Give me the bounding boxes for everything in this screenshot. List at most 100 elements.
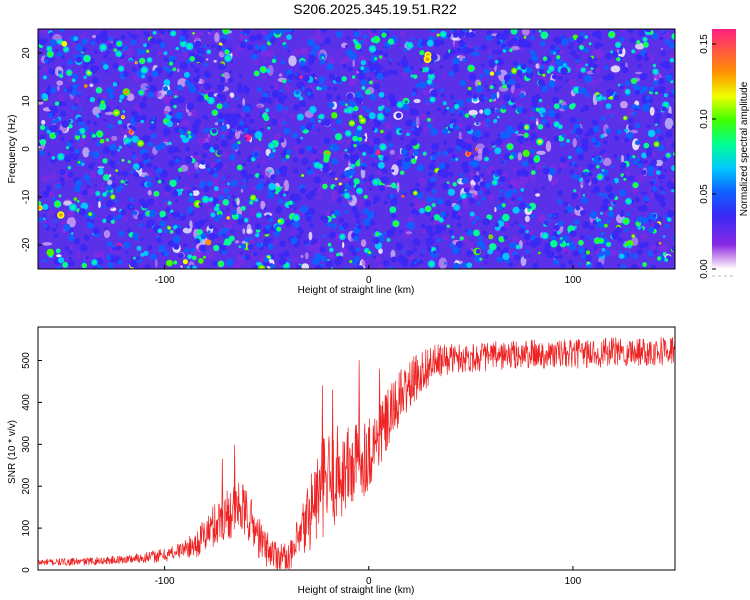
heatmap-cell-low — [524, 215, 530, 223]
heatmap-cell-violet — [331, 191, 339, 199]
heatmap-cell — [511, 37, 518, 44]
heatmap-cell — [173, 104, 177, 109]
heatmap-cell — [489, 107, 496, 114]
heatmap-cell-violet — [434, 172, 438, 176]
heatmap-cell — [320, 255, 327, 262]
heatmap-cell — [575, 205, 581, 211]
heatmap-cell — [102, 205, 106, 209]
heatmap-cell — [626, 157, 630, 161]
heatmap-cell — [653, 250, 658, 254]
heatmap-cell — [482, 148, 490, 156]
heatmap-cell — [496, 57, 504, 66]
heatmap-cell — [196, 94, 205, 103]
heatmap-cell — [86, 217, 91, 222]
heatmap-cell — [296, 113, 304, 121]
heatmap-cell-low — [98, 201, 101, 209]
heatmap-cell — [213, 167, 217, 171]
heatmap-cell — [237, 124, 243, 129]
heatmap-cell-core — [346, 131, 350, 135]
heatmap-cell — [88, 152, 92, 156]
heatmap-cell — [62, 65, 66, 69]
heatmap-cell — [387, 38, 394, 45]
heatmap-cell — [474, 51, 480, 57]
heatmap-cell — [323, 118, 331, 127]
heatmap-cell — [266, 97, 273, 105]
heatmap-cell — [558, 167, 561, 171]
heatmap-cell-core — [559, 125, 562, 128]
heatmap-cell-core — [420, 51, 424, 54]
heatmap-cell — [84, 84, 88, 88]
heatmap-cell — [643, 159, 649, 164]
heatmap-cell-core — [414, 191, 417, 195]
heatmap-cell-violet — [330, 196, 336, 202]
heatmap-cell — [75, 130, 81, 136]
heatmap-cell — [137, 50, 143, 56]
heatmap-cell — [74, 148, 80, 155]
heatmap-cell — [237, 115, 242, 119]
heatmap-cell — [373, 63, 381, 71]
heatmap-cell — [653, 222, 661, 230]
heatmap-cell — [226, 194, 231, 200]
heatmap-cell — [425, 225, 433, 233]
heatmap-cell — [203, 70, 212, 79]
heatmap-cell-core — [537, 139, 542, 144]
heatmap-cell-violet — [316, 34, 325, 43]
heatmap-cell — [274, 29, 281, 35]
heatmap-cell — [405, 119, 413, 127]
heatmap-cell — [581, 143, 589, 152]
heatmap-cell — [67, 153, 75, 160]
heatmap-cell-violet — [238, 256, 247, 266]
heatmap-cell — [474, 129, 482, 138]
heatmap-cell — [333, 186, 337, 190]
heatmap-cell — [587, 264, 592, 269]
heatmap-cell — [263, 257, 269, 263]
heatmap-cell — [350, 134, 354, 138]
heatmap-cell-low — [57, 85, 60, 91]
heatmap-cell — [147, 76, 153, 82]
colorbar-ticks: 0.000.050.100.15 — [699, 34, 736, 279]
heatmap-cell — [218, 194, 224, 201]
heatmap-cell — [542, 167, 550, 175]
heatmap-cell — [579, 234, 585, 240]
heatmap-cell-core — [146, 211, 150, 216]
heatmap-cell — [116, 214, 123, 220]
heatmap-cell — [284, 220, 292, 228]
heatmap-cell — [569, 169, 575, 175]
heatmap-cell — [106, 50, 110, 55]
heatmap-cell-core — [462, 194, 466, 198]
heatmap-cell — [388, 266, 394, 269]
heatmap-cell-violet — [180, 108, 184, 112]
heatmap-cell — [443, 140, 448, 145]
heatmap-cell — [56, 266, 61, 269]
heatmap-cell — [137, 213, 144, 220]
heatmap-cell — [452, 262, 461, 269]
y-tick-label: 100 — [21, 519, 32, 536]
heatmap-cell — [345, 36, 350, 40]
heatmap-cell — [249, 236, 253, 240]
heatmap-cell-violet — [260, 159, 267, 165]
heatmap-cell — [397, 62, 401, 66]
heatmap-cell — [641, 217, 649, 224]
heatmap-cell-core — [87, 71, 91, 75]
heatmap-cell-violet — [510, 177, 519, 186]
heatmap-cell — [164, 184, 172, 192]
heatmap-cell — [401, 59, 409, 68]
heatmap-cell — [192, 186, 197, 191]
heatmap-cell — [333, 127, 336, 131]
heatmap-cell-low — [92, 34, 97, 39]
heatmap-cell — [100, 31, 108, 39]
heatmap-cell — [42, 214, 47, 219]
heatmap-cell-violet — [525, 144, 531, 150]
heatmap-cell — [344, 266, 349, 269]
heatmap-cell — [480, 266, 484, 269]
heatmap-cell — [61, 40, 68, 47]
heatmap-cell — [236, 96, 240, 100]
heatmap-cell — [632, 253, 638, 259]
heatmap-cell-core — [655, 92, 658, 94]
heatmap-cell-violet — [488, 194, 495, 201]
heatmap-cell — [348, 99, 354, 105]
heatmap-cell — [266, 68, 271, 74]
heatmap-cell — [338, 184, 346, 192]
heatmap-cell — [641, 170, 647, 175]
heatmap-cell — [285, 190, 289, 195]
